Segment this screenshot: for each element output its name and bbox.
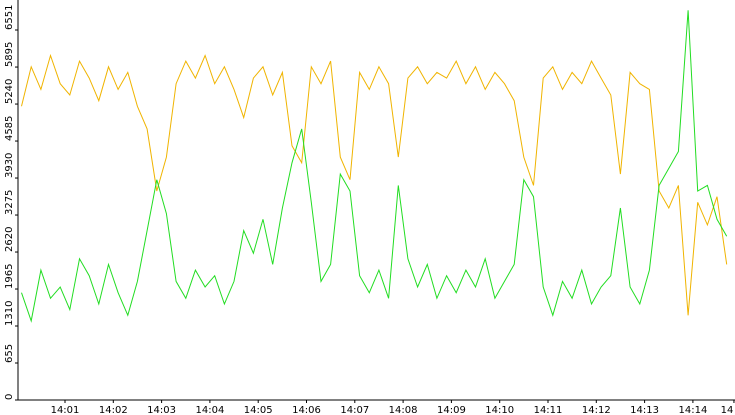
x-tick-label: 14:05 — [244, 405, 273, 415]
x-tick-label: 14:03 — [147, 405, 176, 415]
y-tick-label: 4585 — [4, 116, 15, 141]
x-tick-label: 14:04 — [195, 405, 224, 415]
x-tick-label: 14:12 — [582, 405, 611, 415]
y-tick-label: 5895 — [4, 42, 15, 67]
y-tick-label: 0 — [4, 394, 15, 400]
x-tick-label: 14:09 — [437, 405, 466, 415]
x-tick-label: 14:14 — [678, 405, 707, 415]
x-tick-label: 14:08 — [389, 405, 418, 415]
x-tick-label: 14:10 — [485, 405, 514, 415]
y-tick-label: 5240 — [4, 79, 15, 104]
x-tick-label: 14:07 — [340, 405, 369, 415]
x-tick-label: 14 — [721, 405, 734, 415]
y-tick-label: 3275 — [4, 190, 15, 215]
y-tick-label: 1965 — [4, 264, 15, 289]
x-tick-label: 14:13 — [630, 405, 659, 415]
y-tick-label: 3930 — [4, 153, 15, 178]
x-tick-label: 14:11 — [534, 405, 563, 415]
y-tick-label: 6551 — [4, 5, 15, 30]
series-line — [21, 10, 728, 323]
series-line — [21, 53, 728, 316]
y-tick-label: 2620 — [4, 227, 15, 252]
x-tick-label: 14:01 — [51, 405, 80, 415]
y-tick-label: 1310 — [4, 301, 15, 326]
x-tick-label: 14:06 — [292, 405, 321, 415]
x-tick-label: 14:02 — [99, 405, 128, 415]
y-tick-label: 655 — [4, 344, 15, 363]
